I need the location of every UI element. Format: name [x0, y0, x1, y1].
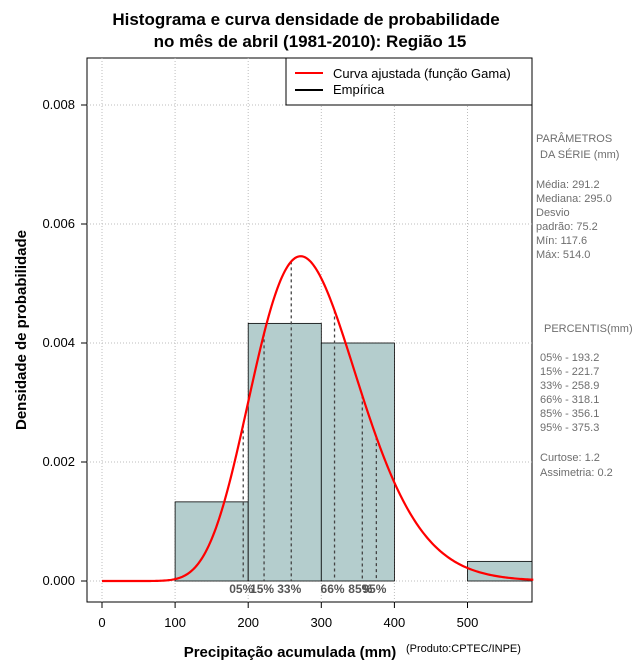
params-header-line1: PARÂMETROS — [536, 132, 612, 145]
x-axis: 0 100 200 300 400 500 — [98, 602, 478, 630]
y-tick-label-4: 0.008 — [42, 97, 75, 112]
param-min: Mín: 117.6 — [536, 235, 587, 247]
histogram-bar-1 — [247, 322, 322, 582]
gamma-curve — [102, 255, 534, 583]
percentile-label-85%: 85% — [348, 582, 372, 596]
y-tick-label-1: 0.002 — [42, 454, 75, 469]
param-desvio-line1: Desvio — [536, 207, 570, 219]
y-tick-label-3: 0.006 — [42, 216, 75, 231]
percentile-lines — [242, 261, 377, 581]
y-axis: 0.000 0.002 0.004 0.006 0.008 — [42, 97, 87, 588]
percentis-assimetria: Assimetria: 0.2 — [540, 467, 613, 479]
percentis-p95: 95% - 375.3 — [540, 422, 599, 434]
percentis-p05: 05% - 193.2 — [540, 352, 599, 364]
histogram-bar-4 — [467, 560, 533, 582]
percentile-label-15%: 15% — [250, 582, 274, 596]
x-tick-label-400: 400 — [384, 615, 406, 630]
percentile-label-05%: 05% — [229, 582, 253, 596]
percentile-label-33%: 33% — [277, 582, 301, 596]
x-tick-label-300: 300 — [310, 615, 332, 630]
legend-box — [285, 57, 533, 106]
chart-title-line2: no mês de abril (1981-2010): Região 15 — [154, 32, 467, 51]
params-header-line2: DA SÉRIE (mm) — [540, 148, 619, 161]
param-mediana: Mediana: 295.0 — [536, 193, 612, 205]
y-tick-label-0: 0.000 — [42, 573, 75, 588]
param-max: Máx: 514.0 — [536, 249, 590, 261]
x-tick-label-500: 500 — [457, 615, 479, 630]
legend-label-empirical: Empírica — [333, 82, 385, 97]
x-tick-label-100: 100 — [164, 615, 186, 630]
param-media: Média: 291.2 — [536, 179, 600, 191]
y-tick-label-2: 0.004 — [42, 335, 75, 350]
credit-text: (Produto:CPTEC/INPE) — [406, 643, 521, 655]
x-tick-label-0: 0 — [98, 615, 105, 630]
percentiles-panel: PERCENTIS(mm) 05% - 193.2 15% - 221.7 33… — [540, 323, 633, 479]
percentile-label-66%: 66% — [321, 582, 345, 596]
parameters-panel: PARÂMETROS DA SÉRIE (mm) Média: 291.2 Me… — [536, 132, 619, 261]
legend: Curva ajustada (função Gama) Empírica — [285, 57, 533, 106]
legend-label-curve: Curva ajustada (função Gama) — [333, 66, 511, 81]
percentis-p15: 15% - 221.7 — [540, 366, 599, 378]
percentis-header: PERCENTIS(mm) — [544, 323, 633, 335]
percentile-labels: 05%15% 33% 66% 85%95% — [229, 582, 386, 596]
percentis-p33: 33% - 258.9 — [540, 380, 599, 392]
x-axis-title: Precipitação acumulada (mm) — [184, 644, 397, 660]
param-desvio-line2: padrão: 75.2 — [536, 221, 598, 233]
y-axis-title: Densidade de probabilidade — [13, 230, 30, 430]
percentile-label-95%: 95% — [362, 582, 386, 596]
percentis-p85: 85% - 356.1 — [540, 408, 599, 420]
percentis-p66: 66% - 318.1 — [540, 394, 599, 406]
percentis-curtose: Curtose: 1.2 — [540, 452, 600, 464]
histogram-bars — [174, 322, 533, 582]
chart-title-line1: Histograma e curva densidade de probabil… — [112, 10, 499, 29]
x-tick-label-200: 200 — [237, 615, 259, 630]
